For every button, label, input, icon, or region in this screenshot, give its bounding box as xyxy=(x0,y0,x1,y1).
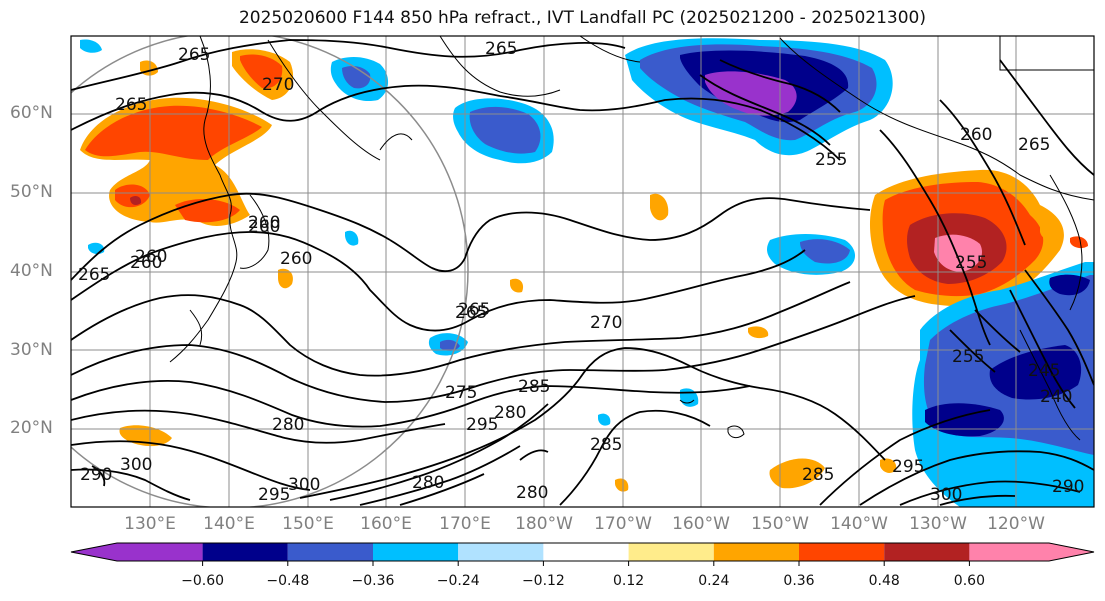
contour-label: 290 xyxy=(1052,477,1084,497)
lon-label: 130°W xyxy=(909,514,967,534)
lat-label: 30°N xyxy=(10,340,53,360)
lat-label: 40°N xyxy=(10,261,53,281)
lat-label: 60°N xyxy=(10,103,53,123)
contour-label: 260 xyxy=(130,253,162,273)
colorbar-tick-label: −0.48 xyxy=(266,573,310,589)
lon-label: 120°W xyxy=(987,514,1045,534)
colorbar-segment xyxy=(117,543,203,561)
contour-label: 280 xyxy=(516,483,548,503)
contour-label: 285 xyxy=(802,465,834,485)
range-circle xyxy=(71,36,469,507)
contour-label: 260 xyxy=(960,125,992,145)
colorbar-tick-label: 0.24 xyxy=(698,573,730,589)
contour-label: 285 xyxy=(518,377,550,397)
lon-label: 170°E xyxy=(439,514,491,534)
map-title: 2025020600 F144 850 hPa refract., IVT La… xyxy=(238,8,926,28)
contour-label: 275 xyxy=(445,383,477,403)
contour-label: 280 xyxy=(272,415,304,435)
colorbar-tick-label: 0.48 xyxy=(868,573,900,589)
contour-label: 265 xyxy=(178,45,210,65)
contour-label: 300 xyxy=(288,475,320,495)
lon-label: 130°E xyxy=(124,514,176,534)
contour-label: 260 xyxy=(248,217,280,237)
lon-label: 150°E xyxy=(282,514,334,534)
contour-label: 270 xyxy=(590,313,622,333)
colorbar-segment xyxy=(202,543,288,561)
lon-label: 140°E xyxy=(203,514,255,534)
contour-labels: 265 265 265 270 265 260 265 255 260 260 … xyxy=(78,39,1084,505)
contour-label: 265 xyxy=(78,265,110,285)
contour-label: 260 xyxy=(280,249,312,269)
contour-label: 280 xyxy=(494,403,526,423)
colorbar-segment xyxy=(287,543,373,561)
contour-label: 265 xyxy=(458,300,490,320)
colorbar-segment xyxy=(458,543,544,561)
contour-label: 265 xyxy=(455,303,487,323)
colorbar-segment xyxy=(713,543,799,561)
contour-label: 295 xyxy=(466,415,498,435)
contours xyxy=(71,39,1094,506)
colorbar-extend-low xyxy=(71,543,117,561)
lon-label: 140°W xyxy=(830,514,888,534)
colorbar-extend-high xyxy=(1049,543,1094,561)
lat-label: 20°N xyxy=(10,418,53,438)
contour-label: 265 xyxy=(115,95,147,115)
contour-label: 245 xyxy=(1028,361,1060,381)
contour-label: 285 xyxy=(590,435,622,455)
colorbar-segment xyxy=(884,543,970,561)
contour-label: 255 xyxy=(815,150,847,170)
colorbar-tick-label: −0.24 xyxy=(436,573,480,589)
contour-label: 260 xyxy=(248,213,280,233)
contour-label: 260 xyxy=(135,247,167,267)
colorbar-segment xyxy=(373,543,459,561)
graticule xyxy=(71,36,1094,507)
shaded-field xyxy=(80,38,1094,507)
contour-label: 255 xyxy=(952,347,984,367)
colorbar-segment xyxy=(969,543,1049,561)
contour-label: 240 xyxy=(1040,387,1072,407)
contour-label: 270 xyxy=(262,75,294,95)
contour-label: 295 xyxy=(258,485,290,505)
colorbar-tick-label: −0.12 xyxy=(521,573,565,589)
lon-label: 160°E xyxy=(360,514,412,534)
colorbar-segment xyxy=(543,543,629,561)
lon-label: 150°W xyxy=(751,514,809,534)
colorbar-tick-label: 0.36 xyxy=(783,573,815,589)
contour-label: 290 xyxy=(80,465,112,485)
lon-label: 170°W xyxy=(594,514,652,534)
colorbar-segment xyxy=(628,543,714,561)
colorbar xyxy=(70,542,1095,566)
contour-label: 300 xyxy=(930,485,962,505)
colorbar-segment xyxy=(799,543,885,561)
lon-label: 160°W xyxy=(672,514,730,534)
colorbar-tick-label: 0.60 xyxy=(953,573,985,589)
lon-label: 180°W xyxy=(515,514,573,534)
colorbar-tick-label: −0.60 xyxy=(181,573,225,589)
lat-label: 50°N xyxy=(10,182,53,202)
contour-label: 265 xyxy=(1018,135,1050,155)
contour-label: 295 xyxy=(892,457,924,477)
contour-label: 280 xyxy=(412,473,444,493)
contour-label: 300 xyxy=(120,455,152,475)
colorbar-tick-label: −0.36 xyxy=(351,573,395,589)
map-border xyxy=(70,35,1095,508)
colorbar-tick-label: 0.12 xyxy=(613,573,645,589)
contour-label: 255 xyxy=(955,253,987,273)
contour-label: 265 xyxy=(485,39,517,59)
